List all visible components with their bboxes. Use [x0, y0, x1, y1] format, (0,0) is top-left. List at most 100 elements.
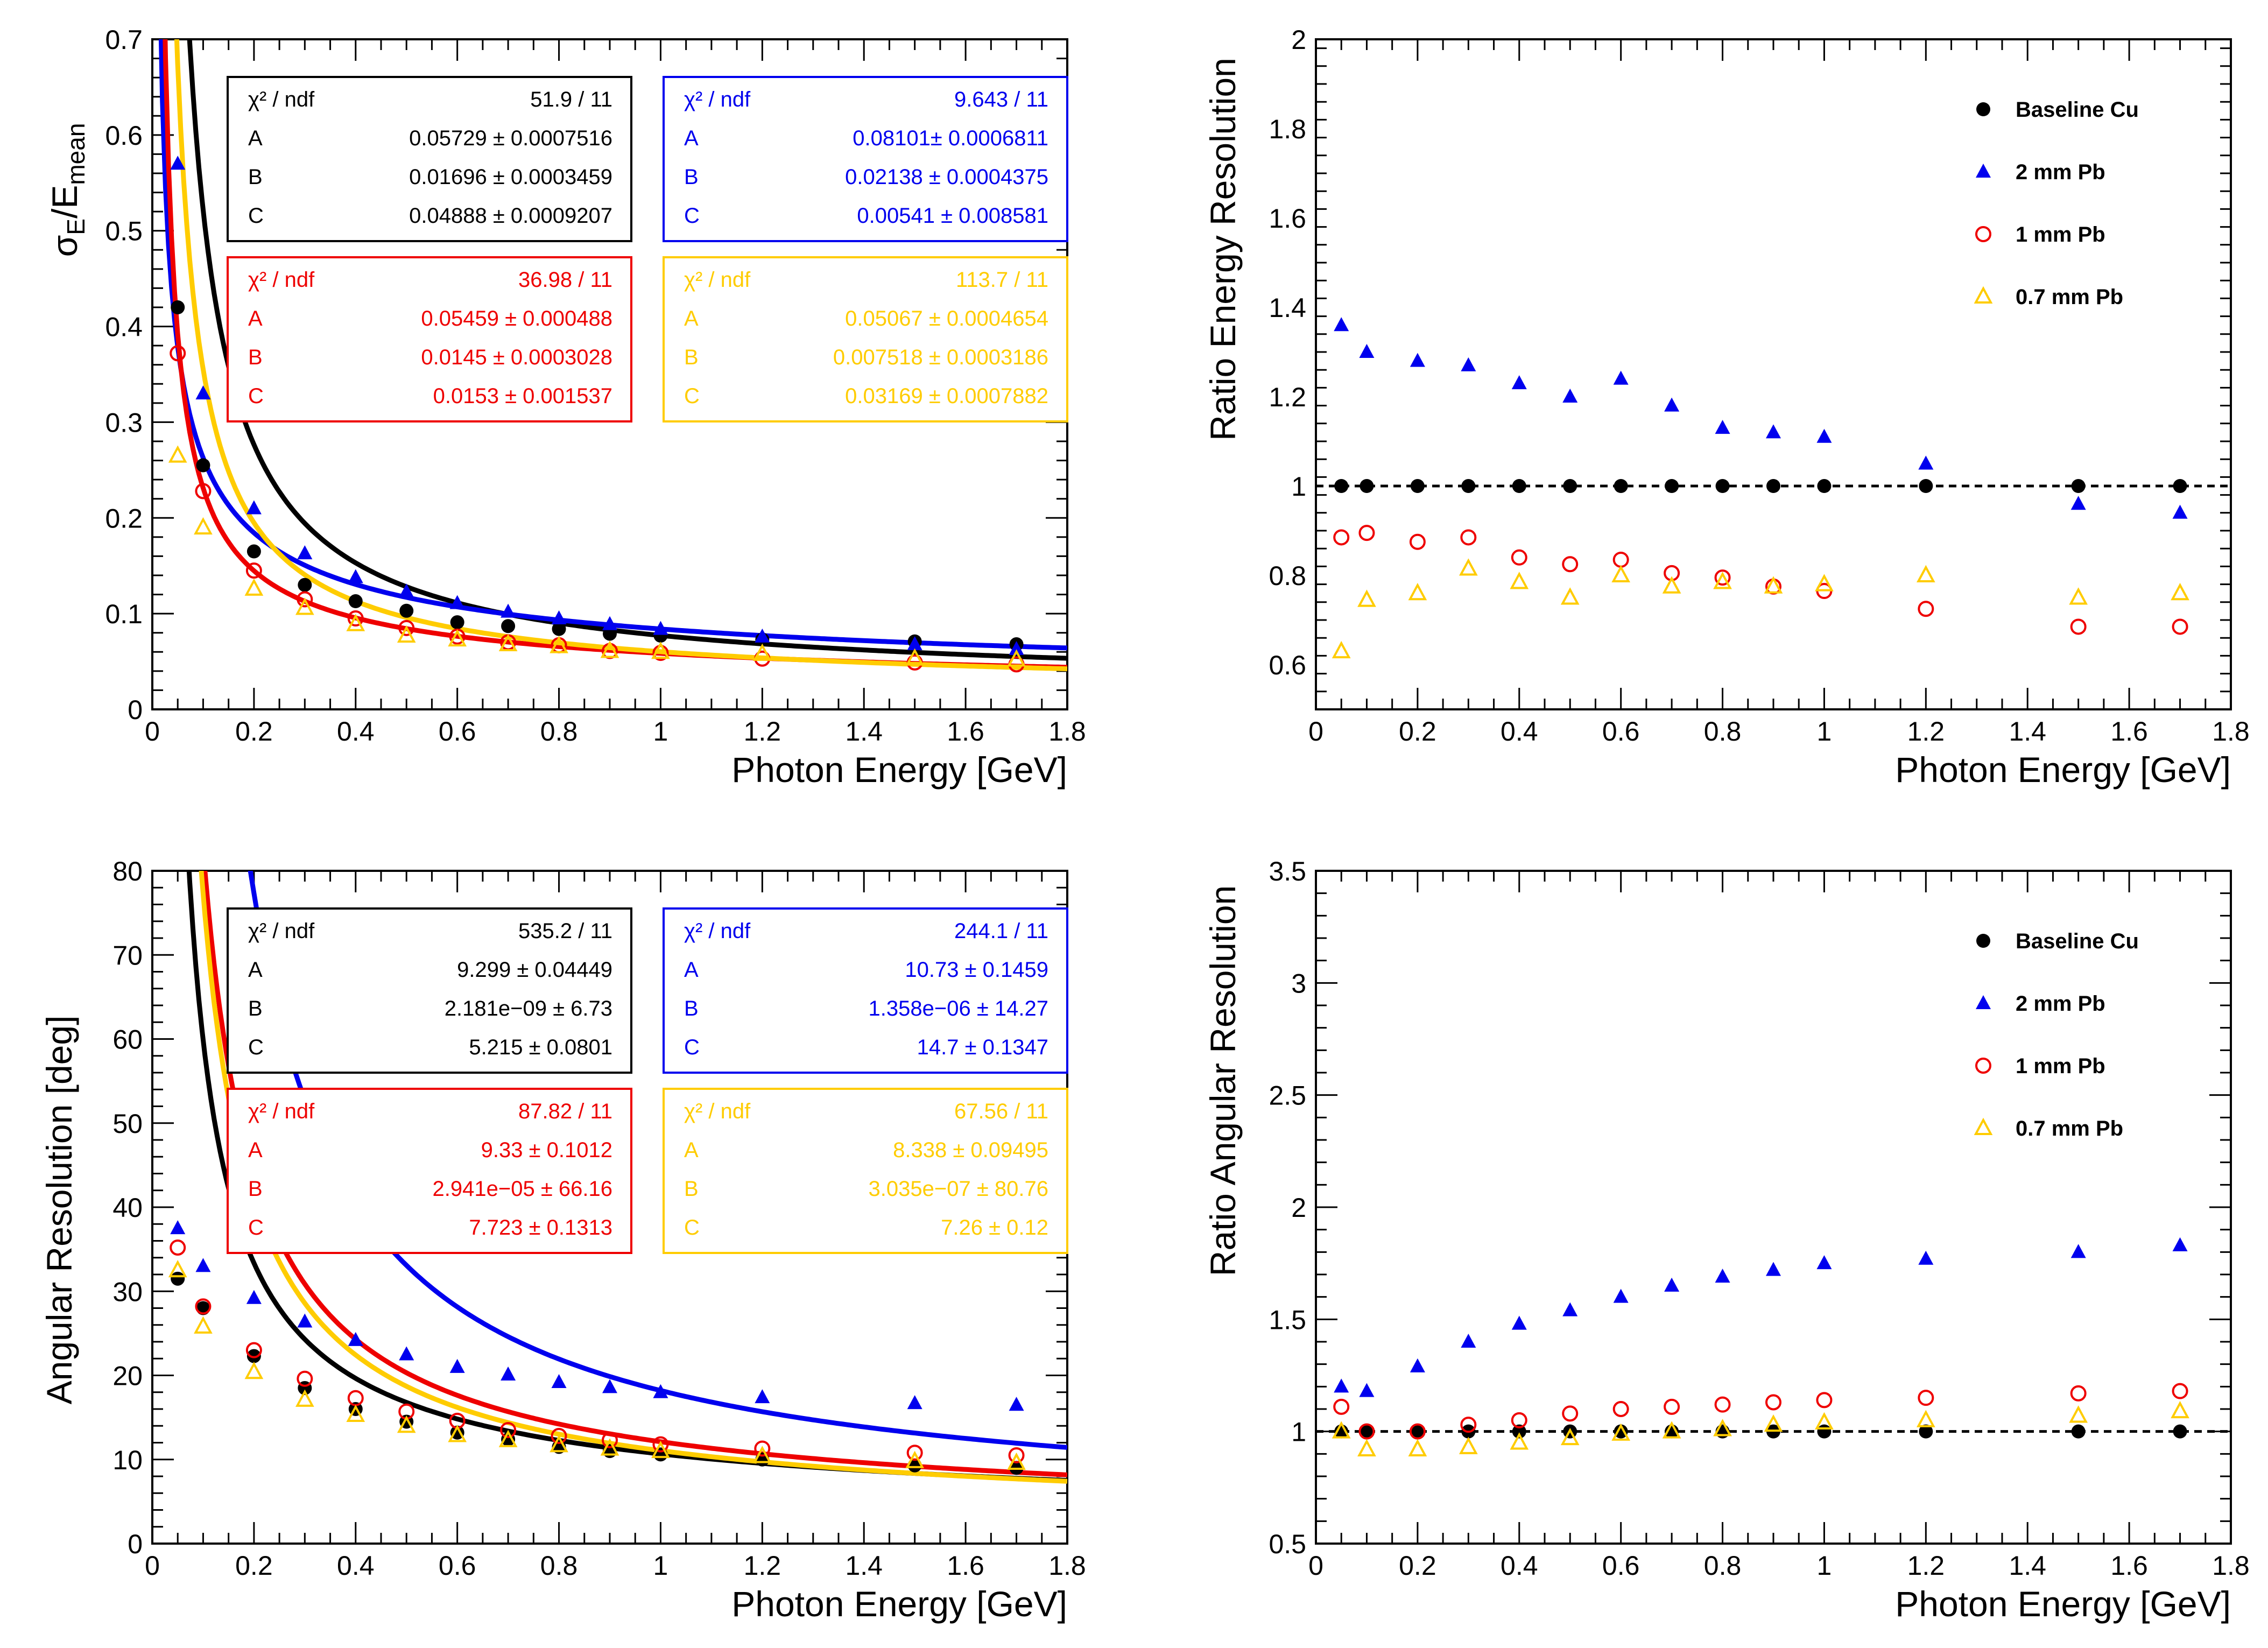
x-tick-label: 0.2: [235, 1551, 273, 1581]
data-point: [1334, 479, 1349, 493]
data-point: [907, 636, 922, 651]
data-point: [2069, 587, 2088, 605]
data-point: [246, 500, 262, 515]
data-point: [397, 1415, 416, 1433]
y-tick-label: 0.5: [1269, 1529, 1306, 1559]
fit-param-value: 14.7 ± 0.1347: [917, 1036, 1048, 1059]
series-0-7-mm-pb: [168, 445, 1026, 667]
y-tick-label: 3: [1291, 968, 1306, 998]
fit-box-frame: [663, 256, 1068, 422]
data-point: [498, 633, 518, 652]
data-point: [1408, 1439, 1427, 1456]
data-point: [1918, 455, 1934, 470]
data-point: [245, 562, 262, 579]
data-point: [1510, 1432, 1529, 1450]
data-point: [752, 1446, 772, 1463]
data-point: [397, 625, 416, 643]
data-point: [399, 1346, 414, 1361]
x-tick-label: 0.4: [337, 1551, 375, 1581]
y-tick-label: 0.6: [105, 121, 143, 151]
y-tick-label: 1: [1291, 471, 1306, 502]
data-point: [603, 626, 617, 641]
fit-param-name: A: [684, 1138, 699, 1162]
data-point: [1409, 1423, 1426, 1440]
x-tick-label: 0.4: [1501, 1551, 1538, 1581]
data-point: [346, 614, 365, 631]
x-tick-label: 1.6: [2110, 1551, 2148, 1581]
series-2-mm-pb: [170, 1220, 1024, 1411]
data-point: [348, 1332, 363, 1346]
data-point: [298, 577, 312, 592]
x-tick-label: 0.2: [1399, 1551, 1436, 1581]
y-tick-label: 2: [1291, 25, 1306, 55]
data-point: [1612, 1401, 1629, 1417]
data-point: [1510, 572, 1529, 589]
x-tick-label: 1.2: [1907, 716, 1945, 746]
data-point: [907, 1458, 922, 1473]
fit-stat-box: χ² / ndf 67.56 / 11 A 8.338 ± 0.09495 B 3.035…: [663, 1088, 1068, 1254]
y-tick-label: 2: [1291, 1193, 1306, 1223]
series-0-7-mm-pb: [168, 1259, 1026, 1470]
data-point: [1007, 1452, 1026, 1470]
fit-param-name: χ² / ndf: [684, 919, 751, 943]
data-point: [552, 622, 566, 636]
data-point: [501, 603, 516, 618]
data-point: [1357, 589, 1376, 607]
data-point: [1713, 1419, 1732, 1436]
fit-param-value: 9.643 / 11: [954, 88, 1048, 111]
series-2-mm-pb: [170, 156, 1024, 655]
y-tick-label: 1.5: [1269, 1305, 1306, 1335]
data-point: [1817, 479, 1832, 493]
data-point: [653, 621, 668, 635]
data-point: [1562, 1405, 1579, 1422]
data-point: [2071, 1424, 2086, 1439]
fit-param-name: χ² / ndf: [248, 919, 315, 943]
fit-param-value: 0.01696 ± 0.0003459: [409, 165, 612, 189]
data-point: [348, 569, 363, 583]
data-point: [195, 385, 211, 400]
fit-param-value: 0.08101± 0.0006811: [853, 126, 1048, 150]
fit-param-value: 0.0145 ± 0.0003028: [421, 346, 612, 369]
fit-param-value: 0.00541 ± 0.008581: [857, 204, 1048, 228]
legend-marker: [1976, 934, 1990, 948]
y-tick-label: 0: [128, 1529, 143, 1559]
series-2-mm-pb: [1334, 1237, 2188, 1397]
data-point: [905, 1450, 925, 1468]
data-point: [551, 1428, 567, 1444]
fit-param-value: 0.05067 ± 0.0004654: [845, 307, 1048, 330]
data-point: [1816, 428, 1832, 443]
data-point: [1358, 1423, 1375, 1440]
data-point: [1562, 556, 1579, 573]
data-point: [1410, 353, 1425, 367]
legend-marker: [1974, 286, 1993, 304]
fit-param-name: B: [684, 165, 699, 189]
fit-param-name: A: [248, 126, 263, 150]
data-point: [1008, 1447, 1025, 1463]
legend-label: Baseline Cu: [2016, 98, 2139, 122]
data-point: [1918, 1250, 1934, 1265]
data-point: [170, 1220, 186, 1235]
data-point: [448, 629, 467, 647]
fit-box-frame: [227, 907, 632, 1074]
series-baseline-cu: [1334, 479, 2187, 493]
data-point: [399, 583, 414, 598]
fit-box-frame: [227, 256, 632, 422]
fit-param-name: C: [248, 1216, 264, 1239]
fit-param-name: B: [248, 1177, 263, 1201]
legend-marker: [1976, 102, 1990, 116]
fit-param-name: A: [684, 126, 699, 150]
data-point: [1713, 572, 1732, 589]
data-point: [2171, 1400, 2189, 1419]
data-point: [1512, 1424, 1526, 1439]
plot-frame: [1315, 38, 2232, 710]
x-tick-label: 0.8: [540, 1551, 578, 1581]
data-point: [1461, 1334, 1476, 1348]
y-tick-label: 70: [112, 940, 143, 970]
data-point: [1332, 1421, 1351, 1439]
y-tick-label: 0.1: [105, 599, 143, 629]
legend-marker: [1975, 226, 1991, 242]
data-point: [1359, 1383, 1375, 1397]
x-tick-label: 1.6: [947, 716, 984, 746]
data-point: [245, 1342, 262, 1358]
y-tick-label: 1.2: [1269, 382, 1306, 412]
